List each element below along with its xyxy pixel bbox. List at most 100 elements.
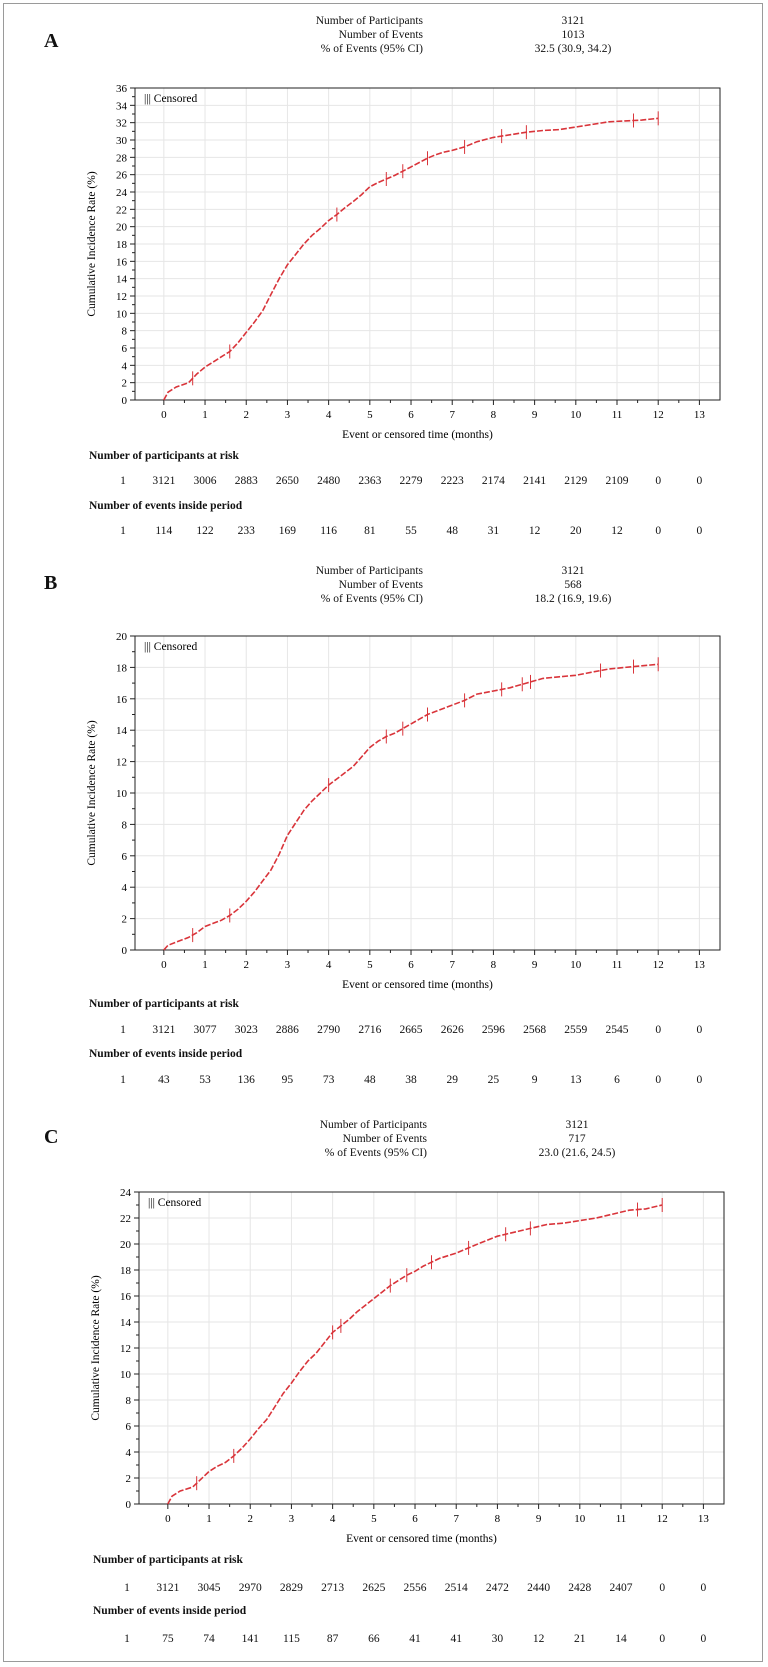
x-tick-label: 2 [247, 1513, 253, 1525]
events-value: 41 [409, 1633, 421, 1645]
stats-value: 3121 [561, 15, 585, 27]
events-value: 53 [199, 1074, 211, 1086]
y-tick-label: 20 [116, 631, 128, 643]
at-risk-value: 2883 [234, 475, 258, 487]
events-value: 6 [614, 1074, 620, 1086]
y-tick-label: 8 [126, 1395, 132, 1407]
censored-legend: ||| Censored [144, 641, 197, 653]
x-tick-label: 5 [367, 409, 373, 421]
at-risk-value: 2129 [564, 475, 588, 487]
stats-label: Number of Participants [315, 565, 423, 577]
x-tick-label: 6 [408, 959, 414, 971]
events-value: 0 [659, 1633, 666, 1645]
y-tick-label: 2 [122, 914, 128, 926]
at-risk-label: 1 [120, 475, 126, 487]
at-risk-value: 0 [696, 475, 703, 487]
at-risk-header: Number of participants at risk [89, 998, 239, 1010]
events-value: 20 [570, 525, 582, 537]
y-tick-label: 34 [116, 100, 128, 112]
y-tick-label: 12 [116, 291, 127, 303]
y-tick-label: 4 [126, 1447, 132, 1459]
x-tick-label: 1 [202, 959, 208, 971]
x-tick-label: 5 [367, 959, 373, 971]
y-tick-label: 22 [116, 204, 127, 216]
events-value: 114 [155, 525, 173, 537]
y-tick-label: 10 [116, 308, 128, 320]
x-tick-label: 10 [574, 1513, 586, 1525]
y-tick-label: 24 [120, 1187, 132, 1199]
at-risk-value: 0 [655, 475, 662, 487]
y-tick-label: 18 [120, 1265, 132, 1277]
y-tick-label: 14 [116, 274, 128, 286]
at-risk-value: 2716 [358, 1024, 382, 1036]
events-value: 12 [532, 1633, 545, 1645]
x-tick-label: 11 [616, 1513, 627, 1525]
at-risk-value: 3121 [152, 475, 176, 487]
y-tick-label: 16 [116, 694, 128, 706]
at-risk-value: 0 [700, 1582, 707, 1594]
events-header: Number of events inside period [93, 1605, 247, 1617]
events-label: 1 [120, 1074, 126, 1086]
at-risk-value: 3077 [193, 1024, 217, 1036]
x-axis-label: Event or censored time (months) [342, 979, 493, 991]
x-tick-label: 9 [536, 1513, 542, 1525]
at-risk-value: 2713 [321, 1582, 345, 1594]
at-risk-value: 2556 [403, 1582, 427, 1594]
y-tick-label: 26 [116, 170, 128, 182]
x-tick-label: 2 [243, 409, 249, 421]
y-tick-label: 20 [116, 222, 128, 234]
at-risk-value: 3006 [193, 475, 217, 487]
censored-legend: ||| Censored [144, 93, 197, 105]
stats-label: Number of Events [342, 1133, 427, 1145]
events-value: 73 [322, 1074, 335, 1086]
y-tick-label: 18 [116, 239, 128, 251]
y-tick-label: 14 [116, 725, 128, 737]
censored-legend: ||| Censored [148, 1197, 201, 1209]
x-tick-label: 10 [570, 959, 582, 971]
events-value: 66 [368, 1633, 380, 1645]
events-value: 14 [615, 1633, 627, 1645]
events-value: 21 [574, 1633, 586, 1645]
at-risk-value: 2480 [317, 475, 341, 487]
y-tick-label: 6 [122, 343, 128, 355]
x-tick-label: 4 [326, 959, 332, 971]
events-value: 233 [237, 525, 255, 537]
y-tick-label: 12 [120, 1343, 131, 1355]
at-risk-value: 2407 [609, 1582, 633, 1594]
stats-label: Number of Participants [319, 1119, 427, 1131]
stats-label: % of Events (95% CI) [324, 1147, 427, 1159]
events-value: 55 [405, 525, 417, 537]
y-tick-label: 0 [126, 1499, 132, 1511]
x-tick-label: 8 [491, 959, 497, 971]
y-tick-label: 0 [122, 395, 128, 407]
events-value: 13 [570, 1074, 582, 1086]
at-risk-value: 2223 [440, 475, 464, 487]
y-tick-label: 30 [116, 135, 128, 147]
events-value: 48 [446, 525, 458, 537]
events-value: 12 [528, 525, 541, 537]
events-value: 48 [364, 1074, 376, 1086]
at-risk-value: 0 [659, 1582, 666, 1594]
y-tick-label: 2 [126, 1473, 132, 1485]
x-tick-label: 0 [165, 1513, 171, 1525]
y-tick-label: 10 [120, 1369, 132, 1381]
x-tick-label: 9 [532, 959, 538, 971]
at-risk-value: 2626 [440, 1024, 464, 1036]
events-label: 1 [124, 1633, 130, 1645]
panel-letter: C [44, 1126, 59, 1148]
stats-value: 18.2 (16.9, 19.6) [534, 593, 612, 605]
stats-value: 717 [568, 1133, 586, 1145]
x-tick-label: 1 [206, 1513, 212, 1525]
at-risk-value: 3121 [152, 1024, 176, 1036]
at-risk-value: 2559 [564, 1024, 588, 1036]
at-risk-value: 2440 [527, 1582, 551, 1594]
at-risk-value: 2625 [362, 1582, 386, 1594]
y-tick-label: 16 [116, 256, 128, 268]
at-risk-value: 2363 [358, 475, 382, 487]
stats-label: Number of Events [338, 29, 423, 41]
y-axis-label: Cumulative Incidence Rate (%) [86, 720, 98, 865]
x-axis-label: Event or censored time (months) [346, 1533, 497, 1545]
panel-letter: A [44, 30, 59, 52]
at-risk-value: 2596 [481, 1024, 505, 1036]
